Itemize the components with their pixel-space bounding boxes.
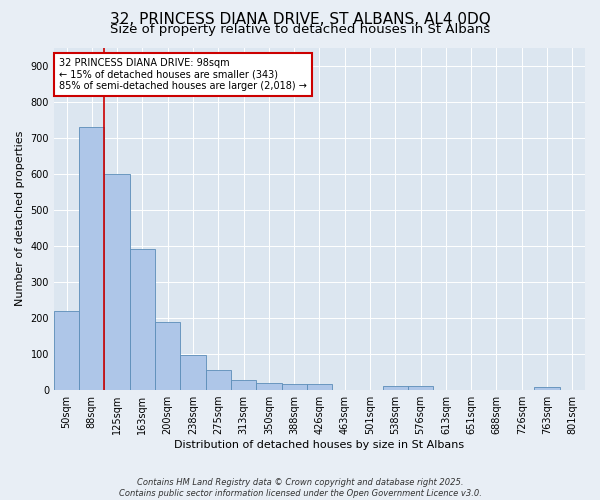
Bar	[535, 387, 560, 390]
Bar	[231, 380, 256, 390]
Bar	[79, 127, 104, 390]
Bar	[408, 386, 433, 390]
Bar	[307, 384, 332, 390]
Bar	[104, 174, 130, 390]
Text: 32, PRINCESS DIANA DRIVE, ST ALBANS, AL4 0DQ: 32, PRINCESS DIANA DRIVE, ST ALBANS, AL4…	[110, 12, 490, 28]
Bar	[281, 384, 307, 390]
Y-axis label: Number of detached properties: Number of detached properties	[15, 131, 25, 306]
Text: Size of property relative to detached houses in St Albans: Size of property relative to detached ho…	[110, 22, 490, 36]
Bar	[383, 386, 408, 390]
Bar	[130, 250, 155, 390]
Text: 32 PRINCESS DIANA DRIVE: 98sqm
← 15% of detached houses are smaller (343)
85% of: 32 PRINCESS DIANA DRIVE: 98sqm ← 15% of …	[59, 58, 307, 91]
Bar	[256, 383, 281, 390]
Bar	[206, 370, 231, 390]
Bar	[155, 322, 181, 390]
Text: Contains HM Land Registry data © Crown copyright and database right 2025.
Contai: Contains HM Land Registry data © Crown c…	[119, 478, 481, 498]
Bar	[181, 355, 206, 390]
Bar	[54, 310, 79, 390]
X-axis label: Distribution of detached houses by size in St Albans: Distribution of detached houses by size …	[175, 440, 464, 450]
